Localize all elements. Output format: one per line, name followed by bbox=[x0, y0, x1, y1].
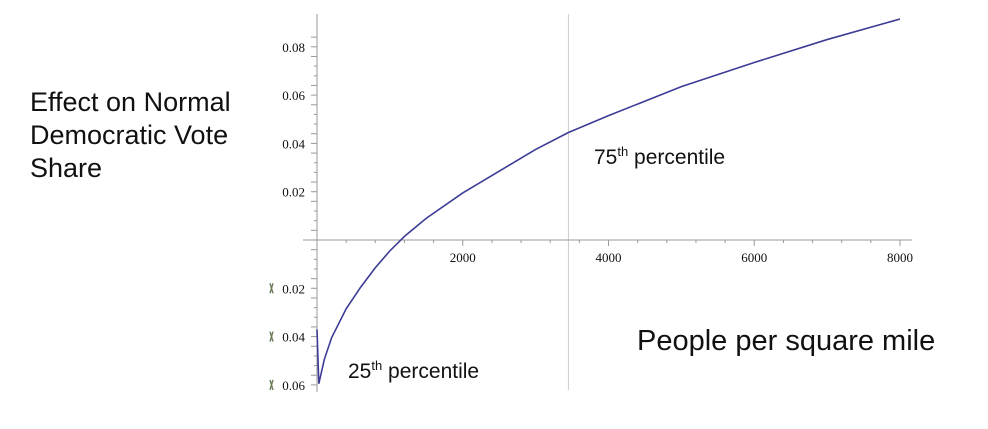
x-tick-label: 2000 bbox=[450, 250, 476, 265]
annotation-suffix: th bbox=[371, 358, 383, 373]
y-tick-label: 0.02 bbox=[282, 185, 305, 200]
y-axis-label-line: Democratic Vote bbox=[30, 120, 229, 150]
annotation-text: percentile bbox=[628, 146, 726, 169]
y-axis-label-line: Effect on Normal bbox=[30, 87, 231, 117]
annotation-number: 75 bbox=[594, 146, 618, 169]
annotation-75th-percentile: 75th percentile bbox=[594, 144, 726, 170]
annotation-suffix: th bbox=[617, 144, 629, 159]
y-tick-label: 0.08 bbox=[282, 40, 305, 55]
minus-glyph-icon bbox=[269, 283, 274, 294]
annotation-25th-percentile: 25th percentile bbox=[348, 358, 480, 384]
y-tick-label: 0.06 bbox=[282, 378, 305, 393]
y-axis-label: Effect on Normal Democratic Vote Share bbox=[30, 86, 231, 185]
y-tick-label: 0.02 bbox=[282, 281, 305, 296]
y-tick-label: 0.04 bbox=[282, 330, 305, 345]
x-axis-label: People per square mile bbox=[637, 325, 936, 357]
annotation-number: 25 bbox=[348, 360, 372, 383]
annotation-text: percentile bbox=[382, 360, 480, 383]
x-tick-label: 6000 bbox=[741, 250, 767, 265]
series-line bbox=[316, 18, 901, 384]
minus-glyph-icon bbox=[269, 331, 274, 342]
x-tick-label: 4000 bbox=[596, 250, 622, 265]
y-tick-label: 0.06 bbox=[282, 88, 305, 103]
x-tick-label: 8000 bbox=[887, 250, 913, 265]
minus-glyph-icon bbox=[269, 379, 274, 391]
y-tick-label: 0.04 bbox=[282, 136, 305, 151]
y-axis-label-line: Share bbox=[30, 153, 103, 183]
